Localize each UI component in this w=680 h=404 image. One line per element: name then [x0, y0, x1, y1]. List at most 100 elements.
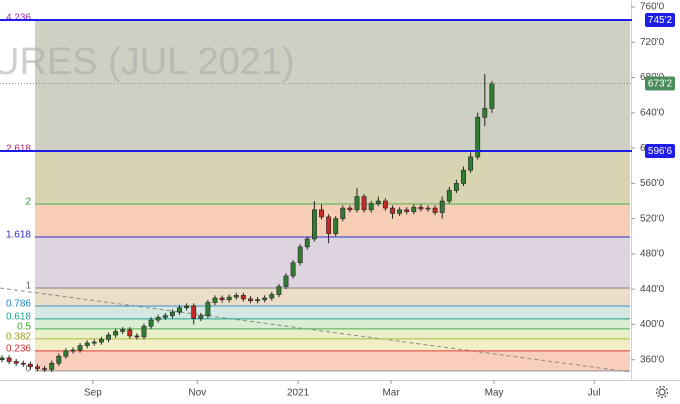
- y-tick-label: 720'0: [640, 37, 665, 48]
- price-label: 745'2: [648, 15, 673, 26]
- candle-body: [219, 297, 225, 301]
- candle-body: [20, 362, 26, 365]
- candle-body: [77, 345, 83, 351]
- candle-body: [432, 207, 438, 213]
- y-tick-label: 760'0: [640, 2, 665, 13]
- candle-body: [148, 319, 154, 327]
- price-label-box: [645, 13, 675, 28]
- candle-body: [162, 315, 168, 318]
- candle-body: [42, 368, 48, 370]
- candle-body: [311, 209, 317, 240]
- candle-body: [262, 297, 268, 301]
- fib-label: 4.236: [6, 13, 31, 24]
- candle-body: [319, 209, 324, 218]
- fib-band: [35, 204, 630, 237]
- y-tick-label: 360'0: [640, 354, 665, 365]
- candle-body: [106, 334, 111, 340]
- candle-body: [169, 311, 175, 316]
- fib-band: [35, 338, 630, 351]
- candle-body: [326, 216, 332, 234]
- fib-label: 1: [25, 281, 31, 292]
- fib-label: 0.618: [6, 312, 31, 323]
- candle-body: [49, 362, 55, 370]
- candle-body: [411, 206, 417, 212]
- trend-line: [0, 287, 631, 373]
- x-tick-label: May: [485, 388, 504, 399]
- candle-body: [0, 357, 5, 361]
- watermark: URES (JUL 2021): [0, 41, 295, 83]
- candle-body: [461, 169, 466, 184]
- fib-band: [35, 287, 630, 306]
- candle-body: [404, 209, 410, 212]
- price-label-box: [645, 143, 675, 158]
- fib-label: 0.236: [6, 344, 31, 355]
- settings-icon-teeth[interactable]: [655, 385, 669, 399]
- x-tick-label: Sep: [84, 388, 102, 399]
- y-tick-label: 440'0: [640, 284, 665, 295]
- y-tick-label: 640'0: [640, 107, 665, 118]
- candle-body: [98, 339, 104, 343]
- candle-body: [439, 200, 445, 213]
- candle-body: [361, 196, 367, 211]
- settings-icon-core[interactable]: [658, 388, 666, 396]
- fib-band: [35, 328, 630, 339]
- fib-label: 2: [25, 197, 31, 208]
- axes: 360'0400'0440'0480'0520'0560'0600'0640'0…: [0, 2, 675, 399]
- candle-body: [333, 218, 339, 234]
- fib-label: 0.382: [6, 332, 31, 343]
- y-tick-label: 560'0: [640, 178, 665, 189]
- candle-body: [276, 286, 282, 295]
- fib-band: [35, 318, 630, 329]
- candle-body: [177, 307, 182, 313]
- settings-icon[interactable]: [655, 385, 669, 399]
- candle-body: [113, 331, 119, 336]
- fib-band: [35, 236, 630, 288]
- candle-body: [35, 366, 40, 369]
- y-tick-label: 520'0: [640, 213, 665, 224]
- fib-label: 2.618: [6, 144, 31, 155]
- candle-body: [489, 83, 495, 109]
- candle-body: [91, 341, 97, 344]
- fib-band: [35, 350, 630, 371]
- price-label: 596'6: [648, 146, 673, 157]
- candle-body: [347, 207, 353, 211]
- candle-body: [418, 206, 424, 210]
- candle-body: [475, 116, 481, 158]
- candle-body: [390, 207, 395, 214]
- candle-body: [290, 262, 296, 277]
- candle-body: [248, 298, 253, 301]
- candle-body: [212, 297, 218, 303]
- candle-body: [184, 305, 190, 309]
- y-tick-label: 480'0: [640, 249, 665, 260]
- x-tick-label: 2021: [287, 388, 310, 399]
- candle-body: [375, 200, 381, 204]
- candle-body: [6, 357, 12, 362]
- fib-label: 0.5: [17, 322, 31, 333]
- candle-body: [155, 317, 161, 321]
- candle-body: [283, 275, 289, 287]
- price-label-box: [645, 76, 675, 91]
- candle-body: [255, 299, 261, 302]
- candle-body: [269, 294, 275, 299]
- candle-body: [127, 329, 133, 337]
- fib-band: [35, 150, 630, 205]
- candle-body: [425, 207, 431, 210]
- candle-body: [63, 350, 69, 357]
- price-label: 673'2: [648, 79, 673, 90]
- candle-body: [368, 203, 374, 211]
- candle-body: [205, 302, 211, 316]
- fib-band: [35, 305, 630, 319]
- candle-body: [13, 361, 19, 364]
- candle-body: [453, 183, 459, 191]
- candle-body: [382, 200, 388, 209]
- candle-body: [226, 296, 232, 301]
- candle-body: [397, 209, 403, 214]
- y-tick-label: 400'0: [640, 319, 665, 330]
- fib-band: [35, 20, 630, 151]
- candle-body: [134, 335, 140, 338]
- candle-body: [468, 156, 474, 171]
- x-tick-label: Jul: [588, 388, 601, 399]
- candles: [0, 74, 495, 373]
